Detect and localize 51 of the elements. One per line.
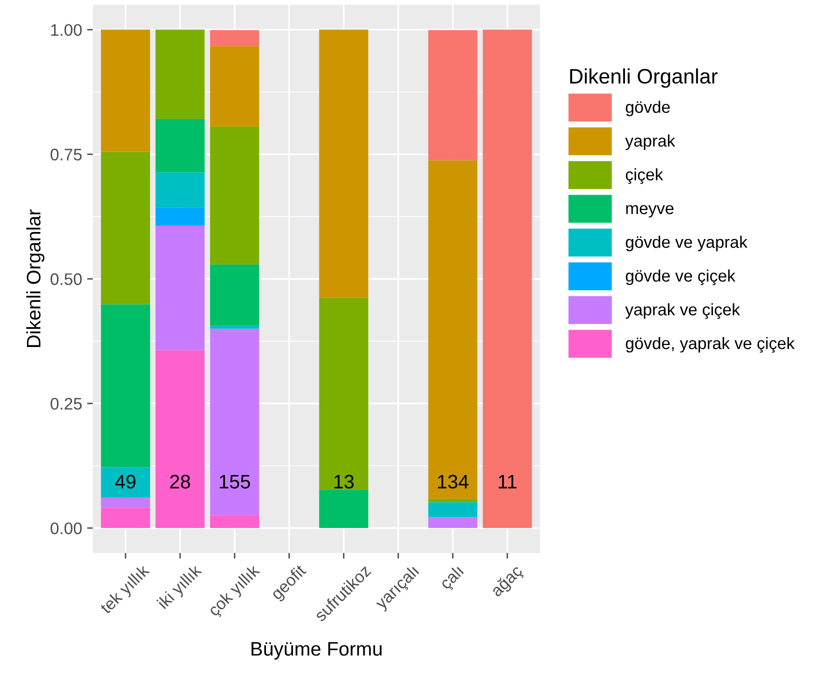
- legend-label: gövde: [626, 100, 670, 116]
- bar: [319, 490, 368, 528]
- annotation: 155: [220, 475, 250, 489]
- bar: [156, 226, 205, 350]
- bar: [156, 118, 205, 172]
- legend-title: Dikenli Organlar: [570, 68, 718, 88]
- y-tick-label: 0.50: [50, 273, 82, 286]
- legend-label: yaprak: [625, 134, 676, 150]
- bar: [156, 208, 205, 226]
- bar: [428, 30, 478, 160]
- bar: [319, 298, 368, 490]
- bar: [210, 30, 260, 46]
- y-tick-label: 0.00: [50, 522, 82, 534]
- bar: [100, 30, 150, 152]
- bar: [428, 498, 478, 502]
- bar: [100, 304, 150, 468]
- bar: [428, 160, 478, 499]
- bar: [319, 30, 368, 298]
- y-tick-label: 0.25: [50, 398, 82, 410]
- annotation: 28: [170, 474, 190, 489]
- bar: [156, 30, 205, 119]
- y-axis-title: Dikenli Organlar: [26, 209, 44, 347]
- legend-label: yaprak ve çiçek: [625, 303, 740, 319]
- legend-label: gövde ve çiçek: [626, 269, 736, 286]
- bar: [482, 30, 532, 528]
- annotation: 13: [334, 474, 354, 489]
- bar: [100, 152, 150, 304]
- bar: [156, 350, 205, 528]
- bar: [210, 328, 260, 516]
- annotation: 11: [498, 475, 516, 488]
- y-tick-label: 1.00: [51, 24, 82, 36]
- bar: [100, 508, 150, 528]
- bar: [210, 264, 260, 326]
- legend-label: çiçek: [626, 168, 664, 184]
- legend-label: gövde, yaprak ve çiçek: [626, 336, 795, 353]
- x-tick-label: çalı: [438, 564, 466, 592]
- bar: [428, 502, 478, 518]
- bar: [428, 517, 478, 528]
- x-axis-title: Büyüme Formu: [252, 642, 382, 660]
- legend-label: meyve: [626, 205, 674, 218]
- y-tick-label: 0.75: [50, 148, 82, 160]
- legend-label: gövde ve yaprak: [626, 236, 748, 252]
- annotation: 134: [438, 474, 468, 489]
- bar: [210, 515, 260, 528]
- annotation: 49: [115, 474, 136, 489]
- bar: [100, 498, 150, 508]
- bar: [210, 126, 260, 264]
- bar: [210, 326, 260, 329]
- bar: [156, 172, 205, 208]
- bar: [100, 467, 150, 498]
- bar: [210, 46, 260, 126]
